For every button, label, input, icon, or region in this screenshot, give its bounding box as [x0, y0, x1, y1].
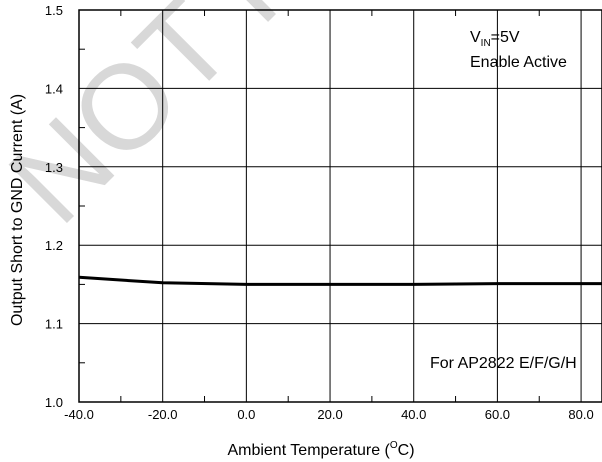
x-tick-label: 80.0 [568, 407, 593, 422]
x-tick-label: -40.0 [64, 407, 94, 422]
y-tick-label: 1.0 [45, 395, 63, 410]
x-tick-label: 0.0 [237, 407, 255, 422]
x-tick-label: 60.0 [485, 407, 510, 422]
y-tick-label: 1.5 [45, 3, 63, 18]
y-tick-label: 1.2 [45, 238, 63, 253]
annotation-vin: VIN=5V [470, 29, 520, 49]
x-tick-label: 40.0 [401, 407, 426, 422]
annotation-device: For AP2822 E/F/G/H [430, 355, 577, 372]
x-axis-label: Ambient Temperature (OC) [227, 440, 414, 459]
annotation-enable: Enable Active [470, 54, 567, 71]
series-group [78, 275, 602, 286]
tick-marks [79, 10, 540, 402]
plot-frame [78, 9, 602, 403]
series-line [78, 275, 602, 286]
x-tick-label: -20.0 [148, 407, 178, 422]
y-tick-label: 1.1 [45, 317, 63, 332]
y-axis-label: Output Short to GND Current (A) [9, 94, 26, 326]
y-tick-label: 1.4 [45, 81, 63, 96]
x-tick-label: 20.0 [317, 407, 342, 422]
x-tick-labels: -40.0 -20.0 0.0 20.0 40.0 60.0 80.0 [64, 407, 594, 422]
x-axis-label-sup: O [390, 440, 398, 451]
grid [79, 10, 602, 402]
y-tick-label: 1.3 [45, 160, 63, 175]
y-tick-labels: 1.0 1.1 1.2 1.3 1.4 1.5 [45, 3, 63, 410]
